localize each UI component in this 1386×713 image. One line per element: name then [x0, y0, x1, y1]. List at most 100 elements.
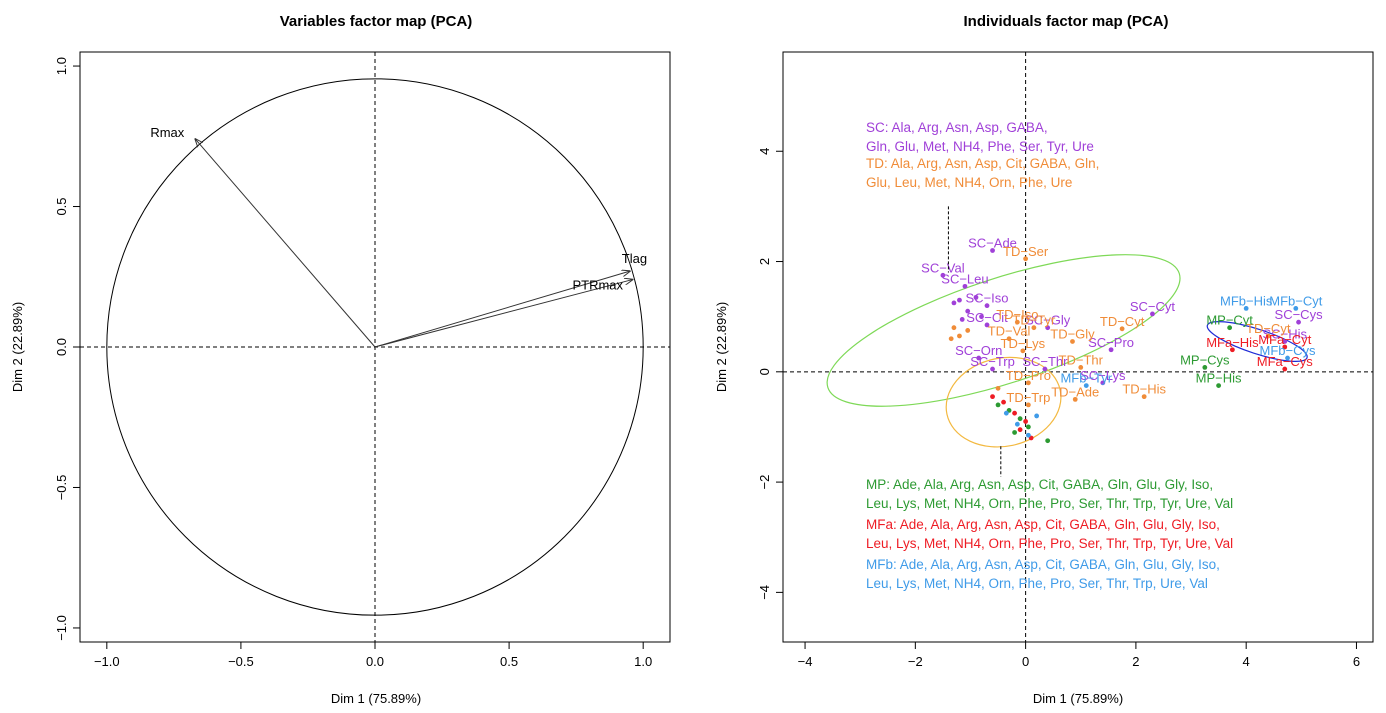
y-tick-label: −2	[757, 475, 772, 490]
data-point	[1045, 438, 1051, 444]
axis-ticks: −1.0 −0.5 0.0 0.5 1.0 −1.0 −0.5 0.0 0.5 1.0	[54, 57, 652, 669]
data-point	[1034, 413, 1040, 419]
data-point	[959, 317, 965, 322]
y-tick-label: 2	[757, 258, 772, 265]
variable-arrow	[195, 139, 376, 348]
data-point	[1282, 339, 1288, 344]
data-point	[1023, 419, 1029, 424]
data-point	[976, 355, 982, 361]
point-label: TD−Tyr	[1012, 313, 1056, 328]
variable-label: Rmax	[150, 125, 184, 140]
x-tick-label: 6	[1353, 654, 1360, 669]
y-tick-label: 0.5	[54, 197, 69, 215]
data-point	[1078, 365, 1084, 370]
y-axis-label: Dim 2 (22.89%)	[714, 302, 729, 392]
variable-label: PTRmax	[572, 278, 623, 293]
point-label: MFb−Cyt	[1269, 293, 1322, 308]
point-label: SC−Ade	[968, 236, 1017, 251]
y-tick-label: 1.0	[54, 57, 69, 75]
annotation-line: MFa: Ade, Ala, Arg, Asn, Asp, Cit, GABA,…	[866, 517, 1220, 532]
data-point	[951, 325, 957, 331]
individuals-factor-map: Individuals factor map (PCA) −4 −2 0 2 4 6−4−…	[714, 13, 1374, 706]
point-label: TD−Lys	[1001, 336, 1046, 351]
data-point	[1025, 432, 1031, 438]
point-label: TD−Iso	[996, 307, 1038, 322]
x-tick-label: −4	[798, 654, 813, 669]
point-label: MP−His	[1196, 371, 1242, 386]
data-point	[962, 283, 968, 289]
data-point	[1265, 333, 1271, 339]
annotation-line: TD: Ala, Arg, Asn, Asp, Cit, GABA, Gln,	[866, 156, 1099, 171]
data-point	[1042, 366, 1048, 372]
data-point	[984, 303, 990, 309]
data-point	[1023, 256, 1029, 262]
point-label: MFa−Cyt	[1258, 332, 1311, 347]
x-tick-label: 0.0	[366, 654, 384, 669]
x-tick-label: −0.5	[228, 654, 254, 669]
data-point	[995, 385, 1001, 391]
data-point	[1216, 383, 1222, 388]
point-label: MFa−His	[1206, 335, 1259, 350]
data-point	[990, 366, 995, 372]
data-point	[1045, 325, 1051, 331]
point-label: MP−Cyt	[1206, 313, 1253, 328]
y-tick-label: 4	[757, 148, 772, 155]
point-label: SC−Lys	[1080, 368, 1126, 383]
x-tick-label: −1.0	[94, 654, 120, 669]
point-label: SC−His	[1263, 326, 1308, 341]
annotation-line: MFb: Ade, Ala, Arg, Asn, Asp, Cit, GABA,…	[866, 557, 1220, 572]
point-label: TD−Gly	[1050, 326, 1095, 341]
data-point	[1012, 410, 1017, 416]
point-label: TD−Ser	[1003, 244, 1049, 259]
data-point	[1001, 399, 1006, 405]
data-point	[965, 328, 971, 333]
point-label: TD−Val	[988, 324, 1031, 339]
point-label: TD−Pro	[1006, 368, 1051, 383]
data-point	[1202, 365, 1208, 370]
data-point	[951, 300, 957, 306]
point-label: MFa−Cys	[1257, 354, 1313, 369]
point-label: SC−Cit	[966, 310, 1008, 325]
point-label: TD−Cyt	[1100, 314, 1145, 329]
data-point	[1150, 311, 1155, 317]
data-point	[1031, 325, 1037, 331]
y-tick-label: −4	[757, 585, 772, 600]
data-point	[1293, 306, 1299, 311]
data-point	[1141, 394, 1147, 400]
chart-title: Individuals factor map (PCA)	[963, 13, 1168, 30]
y-tick-label: −1.0	[54, 615, 69, 641]
x-tick-label: 2	[1132, 654, 1139, 669]
data-point	[1012, 430, 1017, 435]
data-point	[948, 336, 954, 342]
data-point	[965, 308, 971, 314]
data-point	[1020, 348, 1026, 354]
data-point	[1227, 325, 1233, 331]
annotation-line: Gln, Glu, Met, NH4, Phe, Ser, Tyr, Ure	[866, 139, 1094, 154]
y-tick-label: 0.0	[54, 338, 69, 356]
point-label: TD−Cyt	[1246, 321, 1291, 336]
data-point	[1017, 416, 1023, 422]
point-label: SC−Orn	[955, 343, 1002, 358]
data-point	[990, 394, 995, 400]
annotation-line: Leu, Lys, Met, NH4, Orn, Phe, Pro, Ser, …	[866, 576, 1208, 591]
data-point	[1072, 396, 1078, 402]
point-label: SC−Pro	[1088, 335, 1134, 350]
data-point	[1003, 410, 1009, 416]
chart-title: Variables factor map (PCA)	[280, 13, 473, 30]
data-point	[1025, 402, 1031, 408]
data-point	[1282, 344, 1288, 350]
x-tick-label: −2	[908, 654, 923, 669]
annotation-line: Leu, Lys, Met, NH4, Orn, Phe, Pro, Ser, …	[866, 536, 1233, 551]
annotation-line: Glu, Leu, Met, NH4, Orn, Phe, Ure	[866, 175, 1072, 190]
annotation-line: Leu, Lys, Met, NH4, Orn, Phe, Pro, Ser, …	[866, 496, 1233, 511]
x-axis-label: Dim 1 (75.89%)	[1033, 691, 1123, 706]
data-point	[940, 272, 946, 278]
data-point	[1108, 347, 1114, 353]
plot-area: Rmax Tlag PTRmax	[80, 52, 670, 642]
data-point	[1083, 383, 1089, 388]
y-axis-label: Dim 2 (22.89%)	[10, 302, 25, 392]
data-point	[973, 294, 979, 300]
point-label: TD−Trp	[1006, 390, 1050, 405]
plot-frame	[782, 51, 1374, 643]
